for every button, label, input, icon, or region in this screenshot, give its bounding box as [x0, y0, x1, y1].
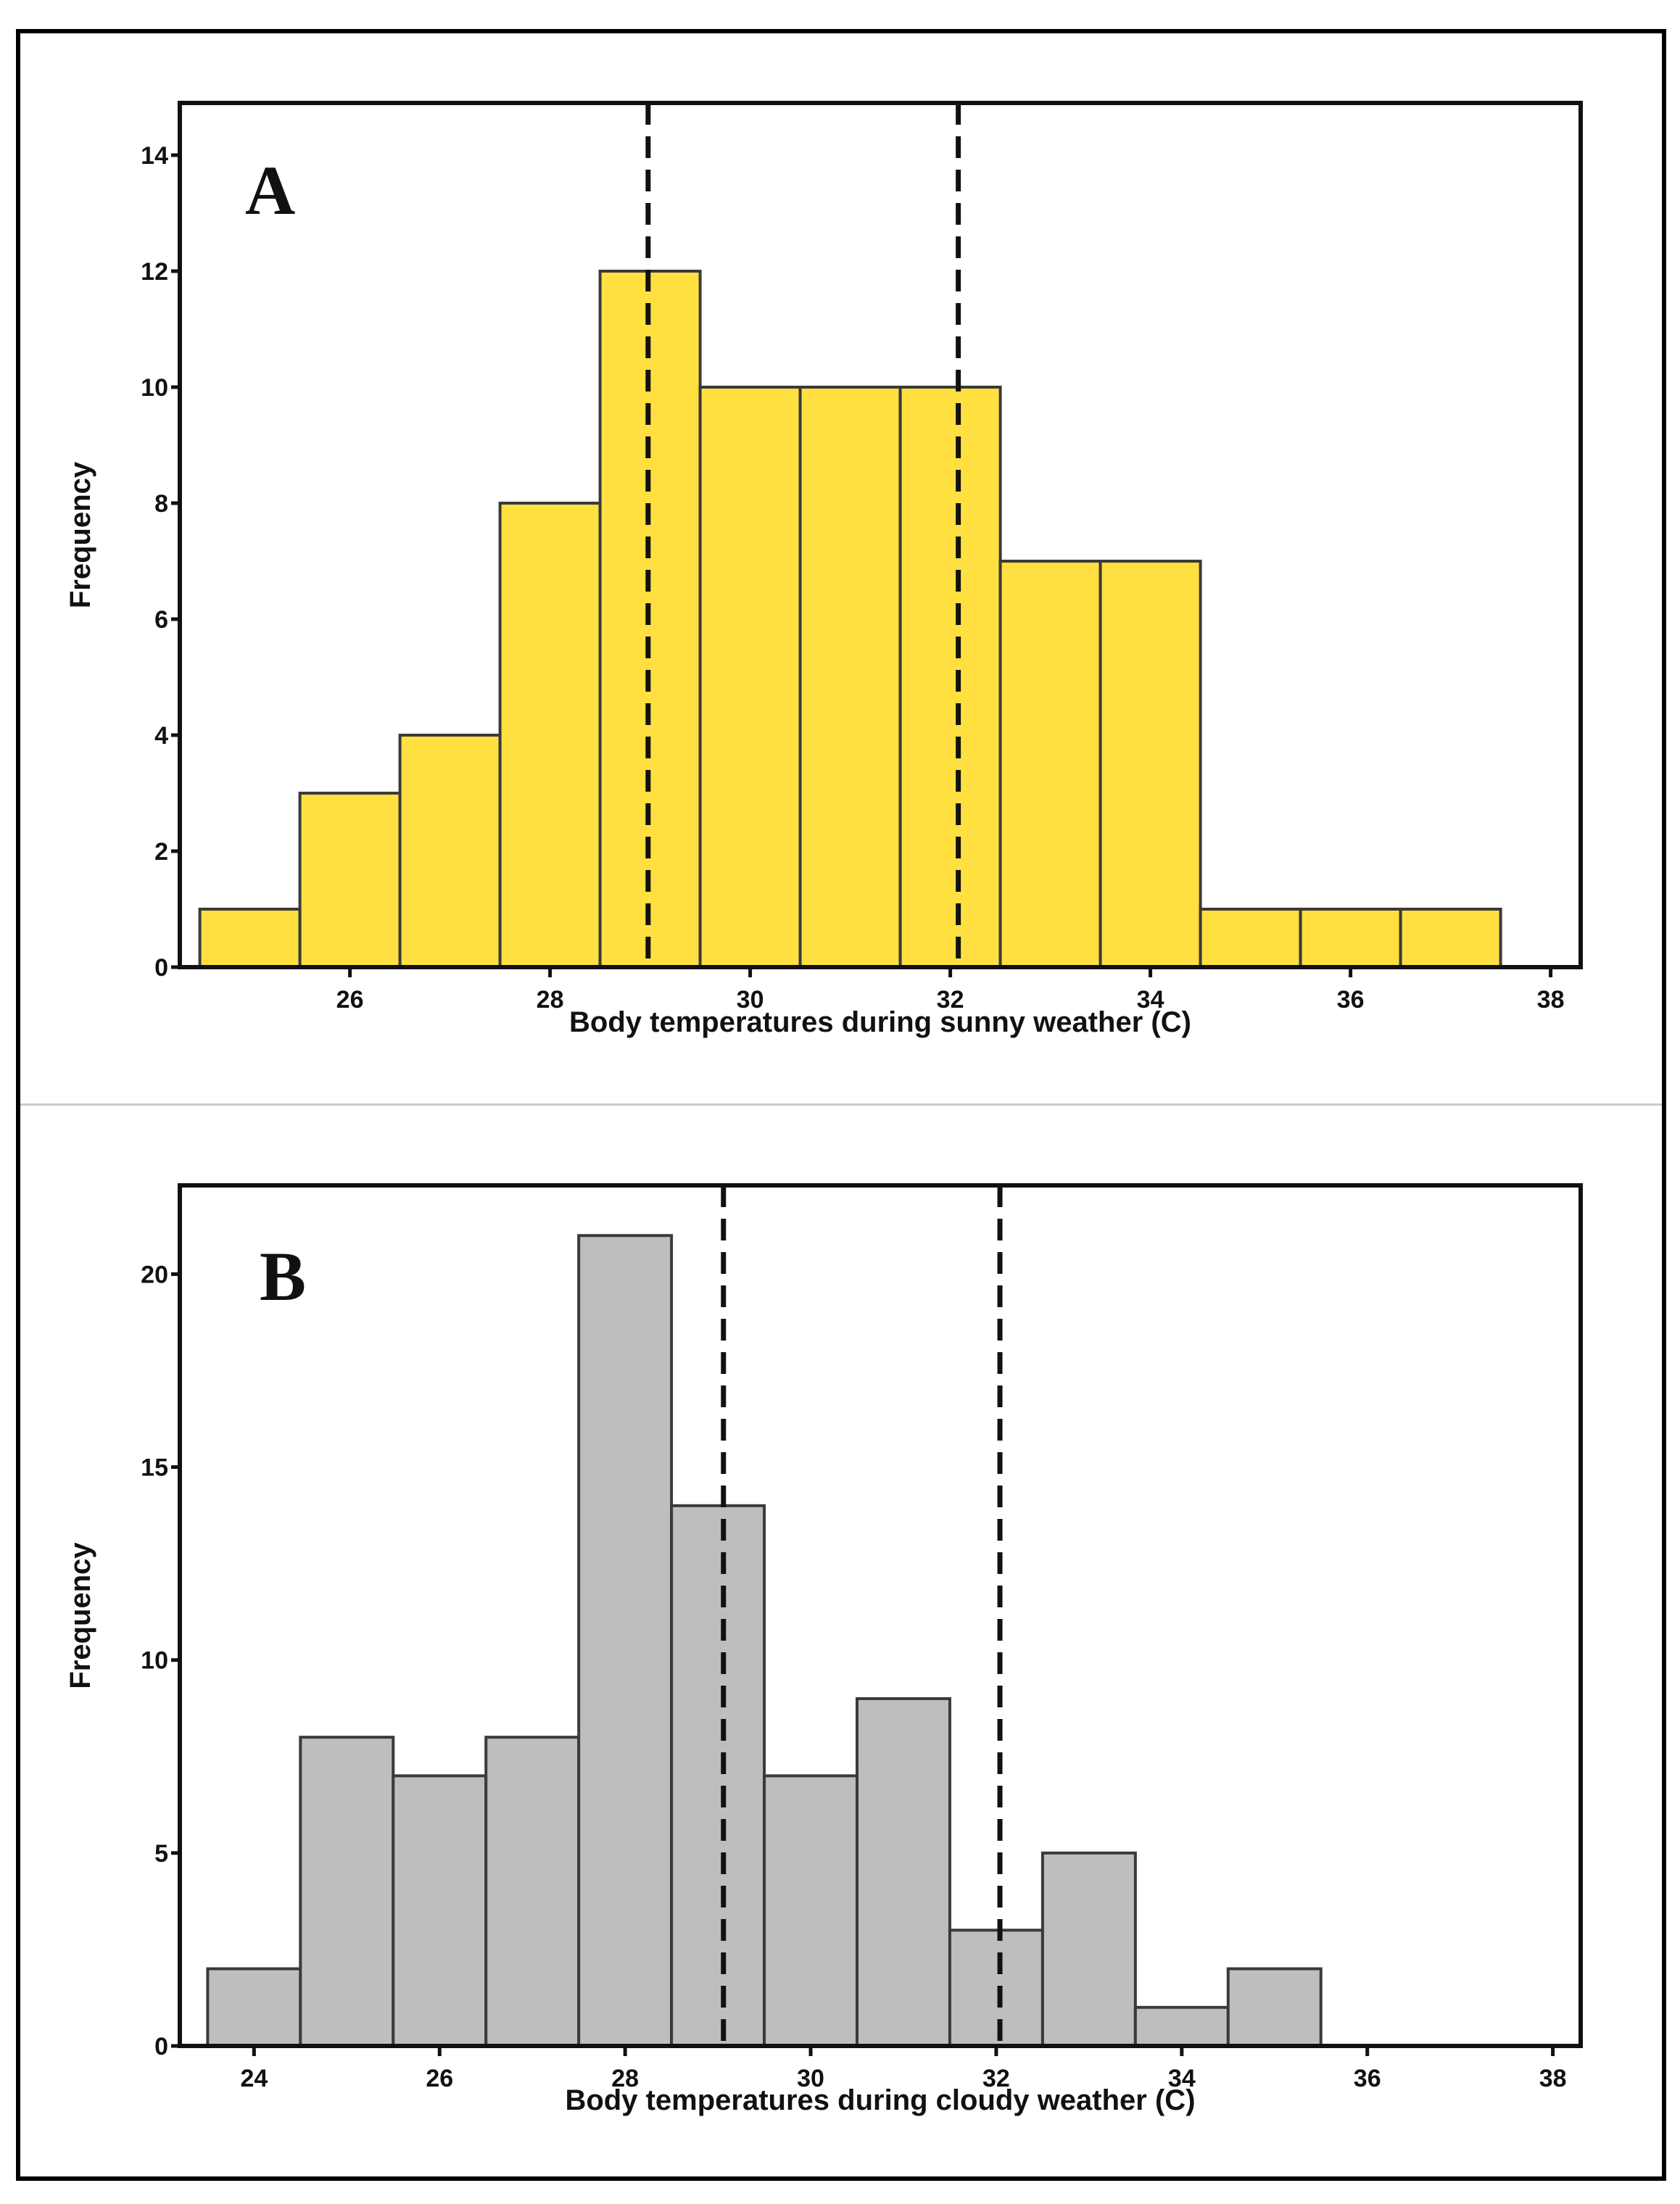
x-axis-title-a: Body temperatures during sunny weather (…	[569, 1006, 1191, 1038]
bar-b-26	[392, 1774, 488, 2048]
panel-label-b: B	[260, 1238, 306, 1315]
bar-b-33	[1040, 1851, 1137, 2047]
bar-b-25	[299, 1736, 395, 2047]
bar-a-27	[398, 734, 502, 969]
bar-a-28	[498, 502, 602, 969]
plot-frame-a	[178, 101, 1583, 969]
y-tick-label-b-20: 20	[141, 1261, 168, 1288]
bar-b-27	[484, 1736, 581, 2047]
x-tick-label-a-32: 32	[937, 986, 964, 1014]
x-tick-label-a-36: 36	[1337, 986, 1365, 1014]
bar-b-28	[577, 1234, 674, 2047]
y-tick-label-a-0: 0	[154, 954, 168, 982]
bar-b-24	[206, 1967, 302, 2047]
y-tick-label-a-4: 4	[154, 722, 168, 750]
x-axis-title-b: Body temperatures during cloudy weather …	[565, 2084, 1195, 2116]
bar-b-31	[856, 1696, 951, 2047]
x-tick-label-a-38: 38	[1537, 986, 1565, 1014]
y-tick-label-a-2: 2	[154, 838, 168, 866]
x-tick-label-a-34: 34	[1137, 986, 1164, 1014]
bar-b-34	[1133, 2005, 1230, 2047]
x-tick-label-b-24: 24	[240, 2065, 268, 2092]
x-tick-label-b-28: 28	[611, 2065, 639, 2092]
y-tick-label-a-12: 12	[141, 258, 168, 286]
bar-a-34	[1098, 560, 1202, 969]
y-tick-label-a-14: 14	[141, 142, 168, 170]
y-tick-label-a-10: 10	[141, 374, 168, 402]
panel-label-a: A	[245, 152, 295, 229]
y-axis-title-a: Frequency	[65, 461, 96, 608]
x-tick-label-b-26: 26	[426, 2065, 453, 2092]
y-tick-label-b-10: 10	[141, 1647, 168, 1675]
y-axis-title-b: Frequency	[65, 1542, 96, 1689]
x-tick-label-b-34: 34	[1168, 2065, 1196, 2092]
bar-b-29	[670, 1504, 766, 2047]
x-tick-label-b-36: 36	[1354, 2065, 1381, 2092]
x-tick-label-b-30: 30	[797, 2065, 824, 2092]
histogram-sunny: 0 2 4 6 8 10 12 14 26 28 30 32 34 36 38 Body temperatur…	[65, 101, 1583, 1038]
y-tick-label-b-5: 5	[154, 1840, 168, 1868]
panel-divider	[20, 1103, 1662, 1106]
y-tick-label-b-0: 0	[154, 2033, 168, 2060]
y-tick-label-a-6: 6	[154, 606, 168, 634]
bar-a-35	[1199, 908, 1302, 969]
bar-a-32	[898, 386, 1002, 969]
x-tick-label-a-26: 26	[336, 986, 364, 1014]
x-tick-label-a-28: 28	[537, 986, 564, 1014]
y-tick-label-b-15: 15	[141, 1454, 168, 1482]
bar-b-30	[763, 1774, 859, 2048]
plot-frame-b	[178, 1183, 1583, 2048]
bar-a-26	[298, 792, 402, 969]
y-tick-label-a-8: 8	[154, 490, 168, 518]
x-tick-label-b-32: 32	[982, 2065, 1010, 2092]
x-tick-label-b-38: 38	[1539, 2065, 1567, 2092]
x-tick-label-a-30: 30	[737, 986, 764, 1014]
bar-b-35	[1226, 1967, 1323, 2047]
bar-b-32	[948, 1928, 1044, 2048]
